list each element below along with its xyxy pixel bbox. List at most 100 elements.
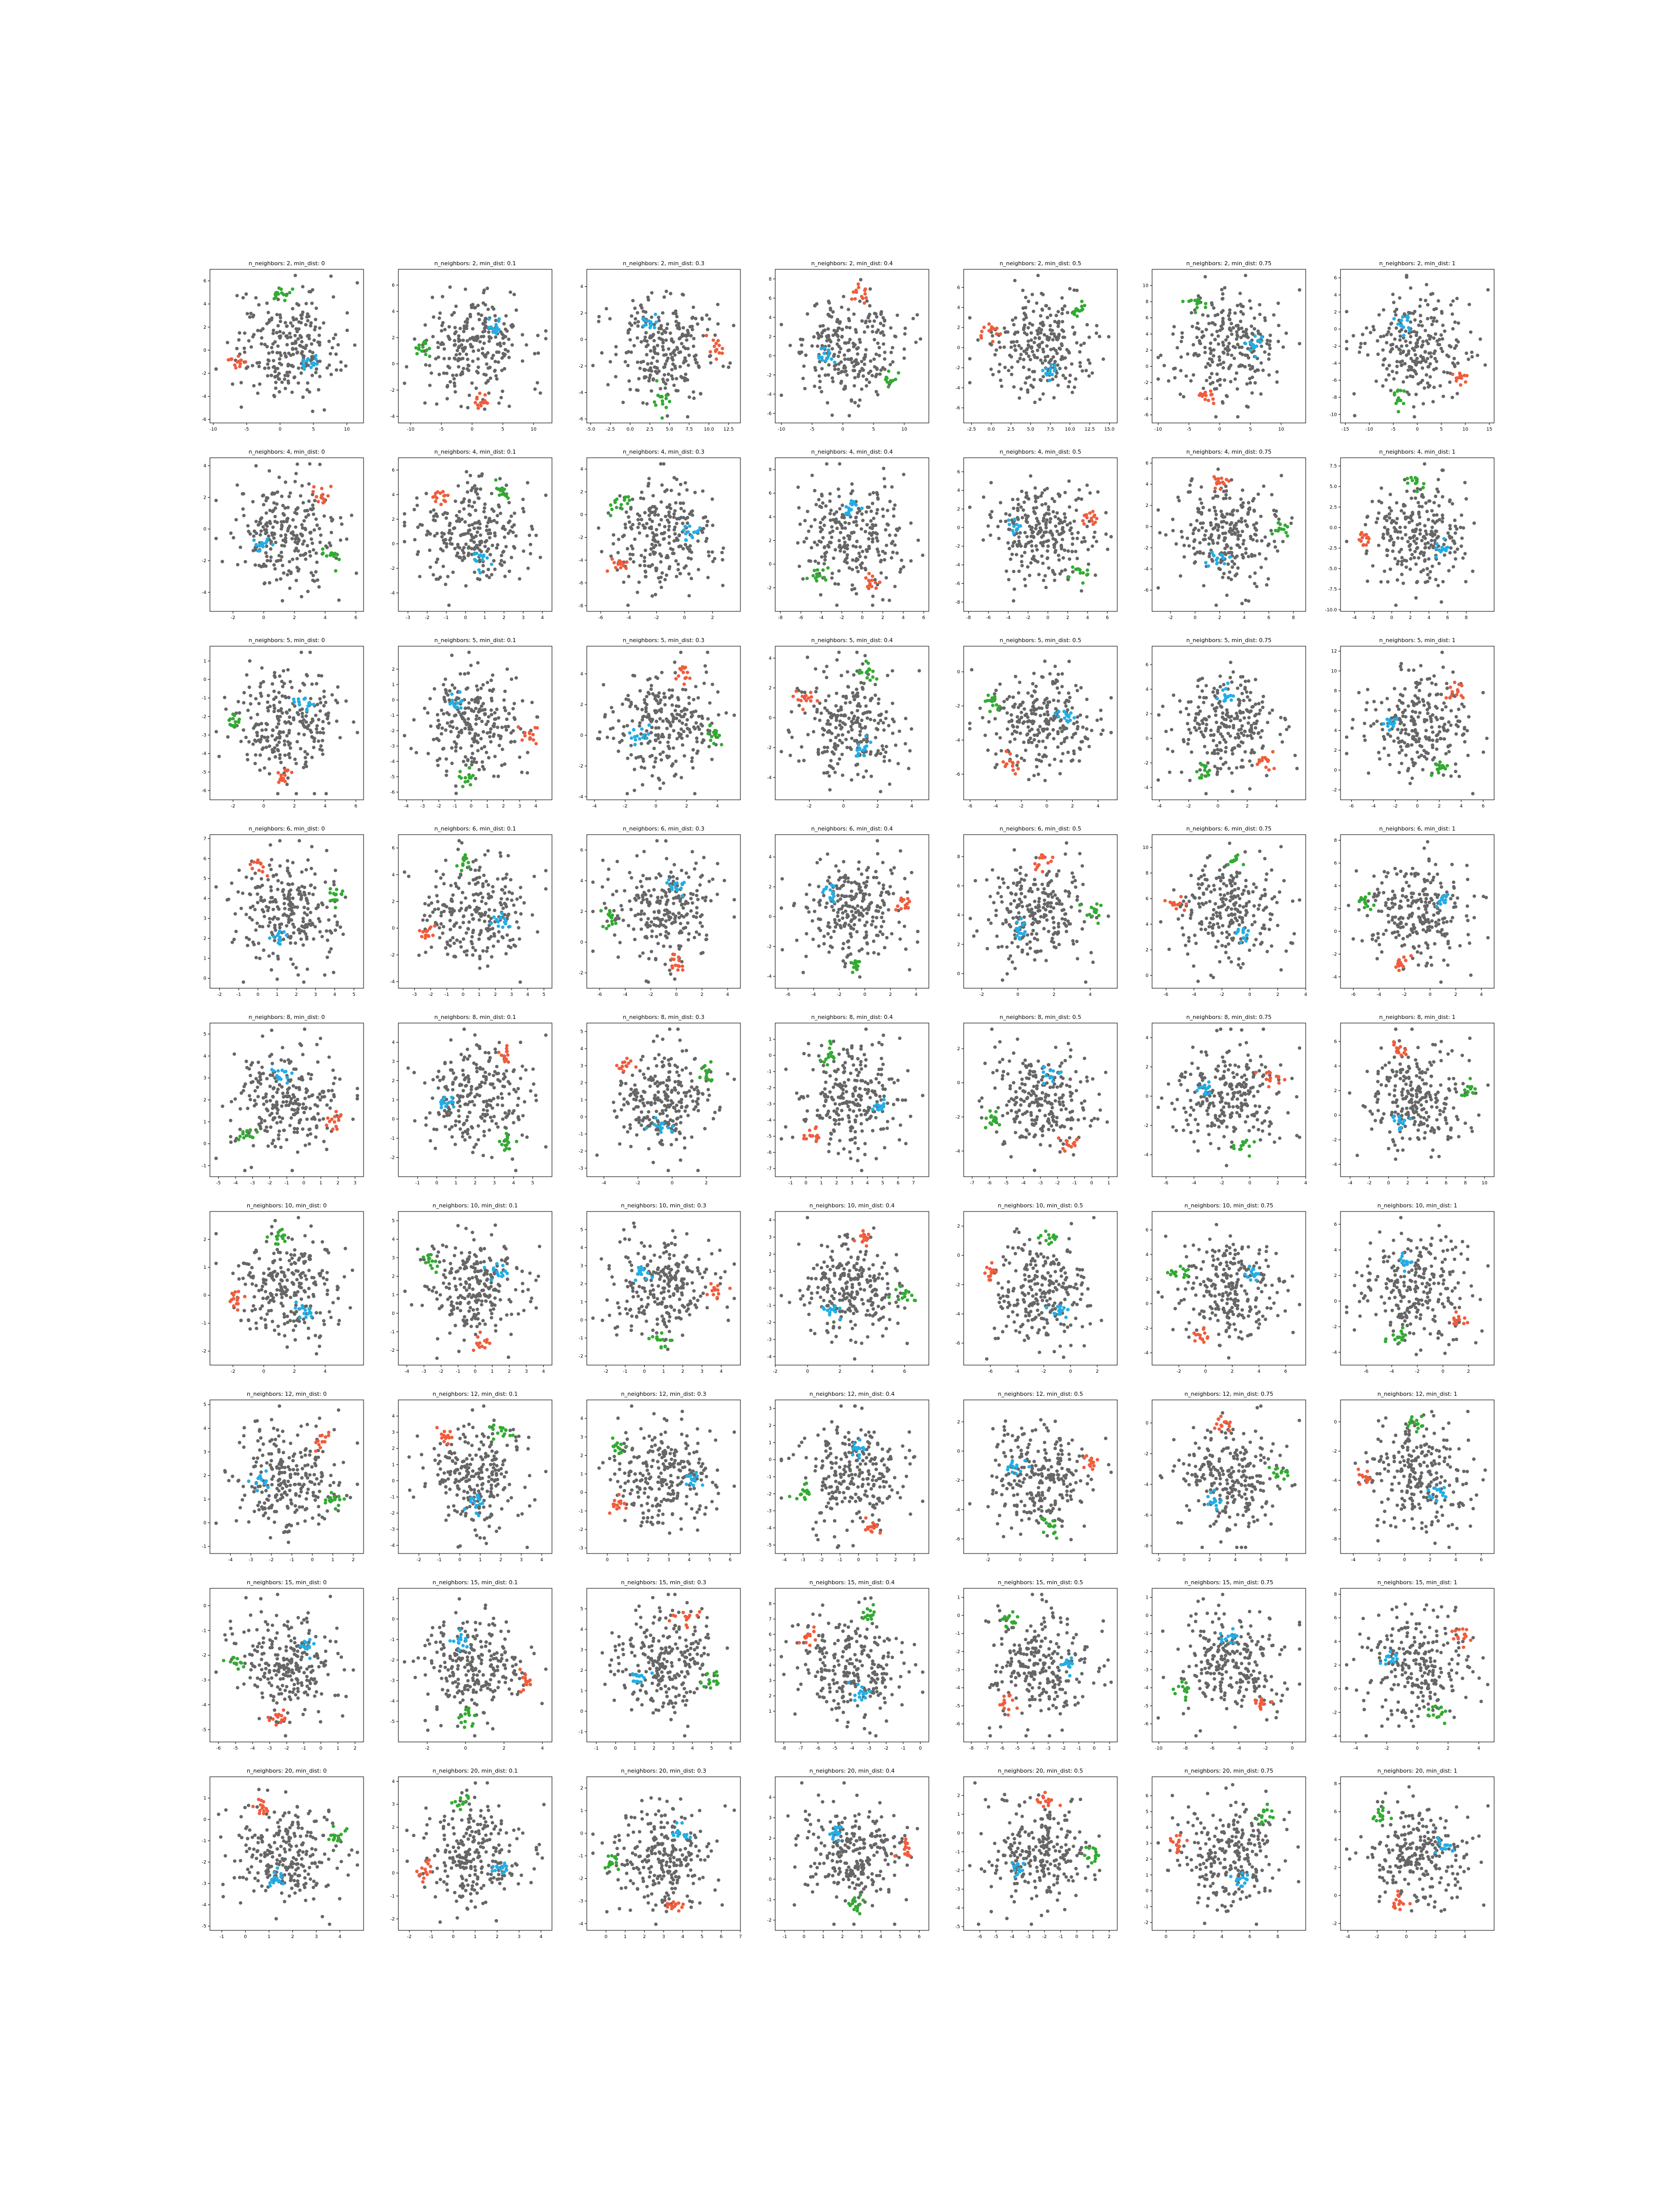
- data-point: [334, 698, 338, 703]
- data-point: [506, 531, 511, 535]
- data-point: [469, 345, 473, 349]
- data-point: [1423, 350, 1427, 354]
- data-point: [886, 508, 889, 513]
- x-tick-label: 0: [861, 615, 864, 621]
- data-point: [1061, 526, 1065, 529]
- data-point: [797, 506, 801, 510]
- cluster-point: [417, 343, 421, 347]
- data-point: [424, 492, 428, 496]
- data-point: [276, 559, 280, 563]
- data-point: [441, 513, 445, 516]
- data-point: [1054, 313, 1058, 317]
- data-point: [797, 564, 801, 568]
- data-point: [1236, 530, 1240, 534]
- data-point: [1456, 321, 1460, 325]
- cluster-point: [850, 297, 854, 301]
- data-point: [1210, 303, 1214, 307]
- data-point: [614, 375, 618, 378]
- data-point: [817, 498, 821, 502]
- data-point: [434, 512, 438, 516]
- data-point: [648, 373, 652, 377]
- cluster-point: [305, 707, 309, 711]
- x-tick-label: 2: [502, 615, 505, 621]
- data-point: [306, 589, 310, 593]
- data-point: [1060, 308, 1065, 311]
- data-point: [1070, 531, 1074, 536]
- data-point: [431, 573, 435, 577]
- data-point: [1024, 584, 1028, 588]
- data-point: [304, 527, 307, 531]
- data-point: [427, 530, 431, 535]
- data-point: [1221, 400, 1224, 404]
- data-point: [299, 334, 302, 337]
- data-point: [1050, 531, 1054, 536]
- data-point: [674, 575, 678, 579]
- data-point: [1044, 502, 1048, 506]
- data-point: [1463, 481, 1467, 484]
- data-point: [875, 330, 879, 334]
- data-point: [317, 333, 321, 337]
- data-point: [826, 543, 830, 547]
- data-point: [1419, 380, 1423, 385]
- data-point: [1221, 525, 1224, 529]
- data-point: [272, 501, 276, 505]
- data-point: [837, 326, 841, 330]
- data-point: [828, 518, 833, 522]
- data-point: [1224, 484, 1228, 488]
- data-point: [1039, 314, 1043, 318]
- cluster-point: [857, 286, 861, 289]
- data-point: [273, 675, 277, 679]
- data-point: [1164, 533, 1168, 537]
- data-point: [837, 338, 841, 342]
- data-point: [447, 325, 451, 329]
- data-point: [1236, 387, 1239, 391]
- data-point: [840, 334, 844, 338]
- data-point: [1207, 508, 1211, 512]
- data-point: [700, 317, 704, 321]
- data-point: [814, 503, 818, 506]
- data-point: [1232, 562, 1237, 566]
- cluster-point: [303, 696, 307, 700]
- scatter-chart: n_neighbors: 2, min_dist: 0-10 -5 0 5 10-6-4…: [202, 260, 364, 432]
- data-point: [1239, 497, 1243, 501]
- data-point: [1252, 327, 1257, 331]
- y-tick-label: 0: [769, 354, 772, 359]
- data-point: [1389, 567, 1392, 571]
- data-point: [293, 480, 297, 483]
- data-point: [1055, 529, 1059, 533]
- cluster-point: [867, 579, 871, 583]
- cluster-point: [1360, 536, 1364, 540]
- data-point: [1002, 345, 1006, 349]
- data-point: [1023, 331, 1027, 335]
- data-point: [1182, 555, 1186, 559]
- data-point: [283, 739, 286, 743]
- data-point: [825, 338, 829, 343]
- data-point: [469, 315, 473, 318]
- data-point: [860, 359, 864, 364]
- data-point: [667, 535, 671, 539]
- data-point: [443, 328, 447, 331]
- data-point: [283, 373, 287, 377]
- cluster-point: [1218, 481, 1222, 485]
- data-point: [820, 527, 824, 531]
- data-point: [493, 531, 497, 535]
- data-point: [1448, 527, 1452, 530]
- data-point: [1047, 338, 1051, 342]
- data-point: [838, 507, 842, 511]
- data-point: [817, 539, 821, 543]
- x-tick-label: -2.5: [967, 427, 976, 432]
- data-point: [493, 567, 497, 571]
- data-point: [823, 373, 827, 377]
- data-point: [1399, 547, 1403, 551]
- data-point: [836, 354, 840, 358]
- data-point: [490, 573, 494, 577]
- data-point: [892, 507, 896, 511]
- cluster-point: [233, 720, 238, 724]
- data-point: [1433, 533, 1437, 537]
- data-point: [1214, 517, 1218, 521]
- data-point: [288, 586, 292, 590]
- data-point: [1047, 508, 1051, 512]
- data-point: [292, 716, 295, 720]
- data-point: [437, 316, 441, 320]
- data-point: [852, 342, 855, 345]
